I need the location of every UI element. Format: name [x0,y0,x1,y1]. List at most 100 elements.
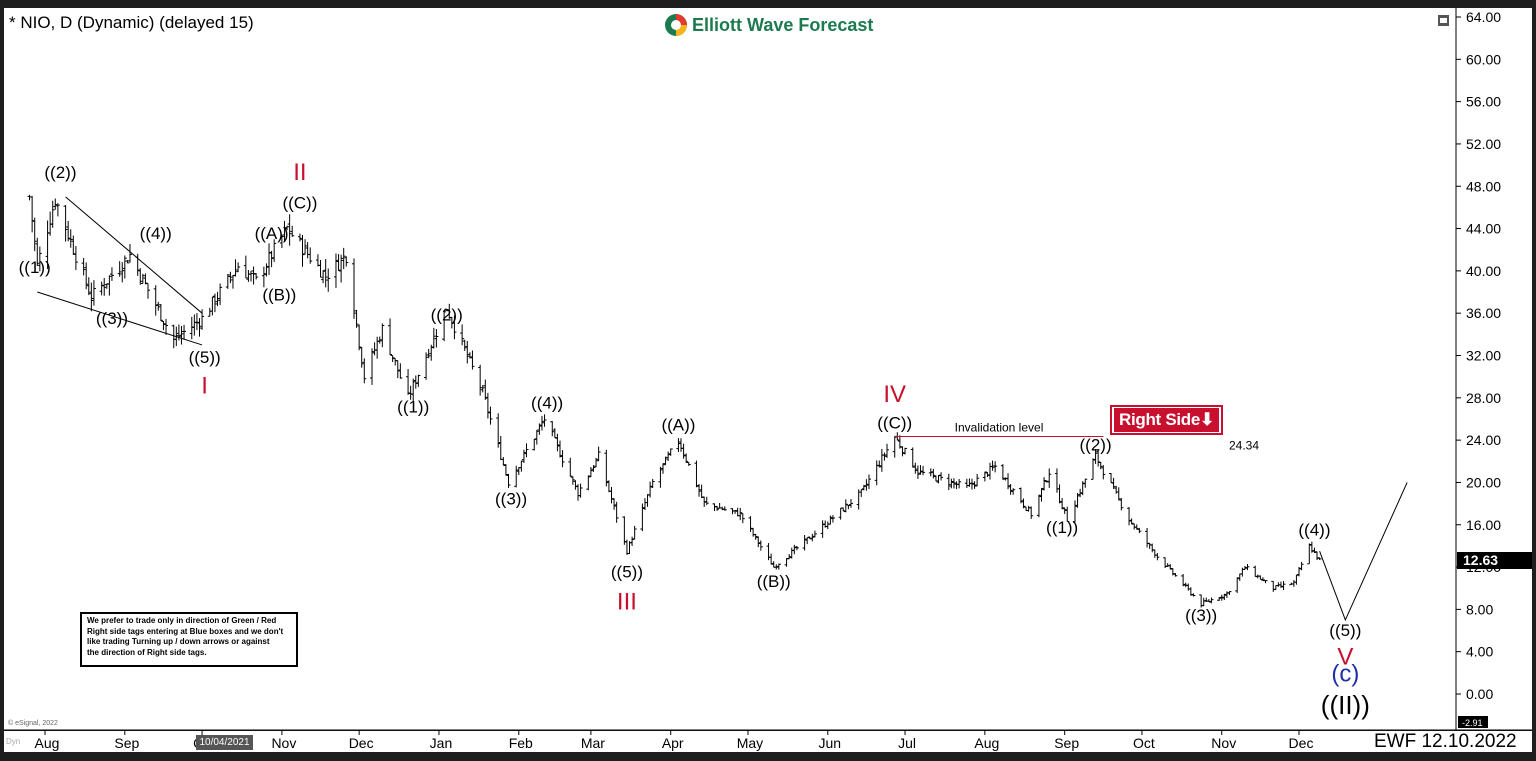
ohlc-bar [156,301,161,311]
disclaimer-box: We prefer to trade only in direction of … [80,612,298,667]
ohlc-bar [632,525,637,540]
wave-label: ((1)) [397,398,429,417]
ohlc-bar [885,443,890,458]
ohlc-bar [859,489,864,497]
ohlc-bar [676,438,681,453]
ohlc-bar [957,478,962,489]
ohlc-bar [251,266,256,285]
ohlc-bar [1278,581,1283,588]
low-price-tag [1458,716,1488,728]
ohlc-bar [1072,500,1077,523]
ohlc-bar [1155,552,1160,561]
ohlc-bar [339,254,344,283]
ohlc-bar [158,303,163,322]
ohlc-bar [161,320,166,331]
ohlc-bar [37,246,42,272]
down-arrow-icon: ⬇ [1200,410,1214,429]
x-tick-label: Nov [1211,735,1236,751]
disclaimer-line: Right side tags entering at Blue boxes a… [87,626,284,636]
ohlc-bar [465,341,470,364]
ohlc-bar [362,358,367,384]
ohlc-bar [933,475,938,482]
ohlc-bar [753,533,758,540]
ohlc-bar [452,315,457,340]
ohlc-bar [969,478,974,490]
wave-label: (c) [1331,660,1359,687]
ohlc-bar [787,554,792,560]
ohlc-bar [73,245,78,271]
time-axis-area [4,731,1532,752]
ohlc-bar [949,478,954,489]
ohlc-bar [426,348,431,359]
ohlc-bar [702,496,707,507]
ohlc-bar [1119,498,1124,511]
ohlc-bar [138,268,143,285]
y-tick-label: 28.00 [1466,390,1501,406]
x-tick-label: Jun [818,735,841,751]
ohlc-bar [864,479,869,491]
x-tick-label: Nov [271,735,296,751]
ohlc-bar [1129,518,1134,525]
invalidation-label: Invalidation level [955,421,1044,435]
ohlc-bar [55,203,60,217]
ohlc-bar [596,446,601,462]
ohlc-bar [1078,488,1083,498]
ohlc-bar [1060,498,1065,510]
wave-label: V [1337,643,1353,670]
wave-label: ((1)) [19,258,51,277]
wave-label: I [201,373,208,400]
ohlc-bar [1317,557,1322,561]
ohlc-bar [140,273,145,284]
ohlc-bar [684,453,689,464]
ohlc-bar [248,270,253,282]
ohlc-bar [591,465,596,472]
ohlc-bar [1075,493,1080,508]
ohlc-bar [1062,507,1067,514]
cursor-date-box: 10/04/2021 [196,735,253,750]
ohlc-bar [503,463,508,476]
ohlc-bar [810,533,815,542]
ohlc-bar [578,483,583,498]
ohlc-bar [434,328,439,348]
ohlc-bar [390,354,395,363]
ohlc-bar [650,478,655,489]
ohlc-bar [1044,480,1049,483]
ohlc-bar [1173,572,1178,577]
ohlc-bar [1181,573,1186,587]
ohlc-bar [357,324,362,351]
ohlc-bar [681,443,686,459]
ohlc-bar [648,481,653,498]
ohlc-bar [903,447,908,455]
ohlc-bar [946,473,951,491]
disclaimer-line: the direction of Right side tags. [87,647,207,657]
y-tick-label: 24.00 [1466,432,1501,448]
ohlc-bar [336,254,341,271]
camera-icon-lens [1440,18,1447,23]
ohlc-bar [71,235,76,255]
ohlc-bar [1039,487,1044,502]
ohlc-bar [550,421,555,437]
x-tick-label: Jul [898,735,916,751]
ohlc-bar [236,262,241,273]
wave-label: II [293,159,306,186]
ohlc-bar [179,325,184,345]
ohlc-bar [843,499,848,513]
ohlc-bar [910,447,915,468]
wave-label: ((B)) [757,572,791,591]
ohlc-bar [658,466,663,488]
ohlc-bar [189,316,194,340]
ohlc-bar [776,563,781,570]
wave-label: ((B)) [262,285,296,304]
ohlc-bar [117,261,122,277]
camera-icon [1438,15,1449,26]
ohlc-bar [722,506,727,511]
x-tick-label: Sep [1054,735,1079,751]
wave-label: ((C)) [282,193,317,212]
ohlc-bar [1227,591,1232,595]
price-axis-area [1456,8,1532,730]
ohlc-bar [532,438,537,451]
wedge-line [37,291,203,346]
ohlc-bar [570,476,575,485]
ohlc-bar [32,217,37,252]
ohlc-bar [1101,465,1106,480]
